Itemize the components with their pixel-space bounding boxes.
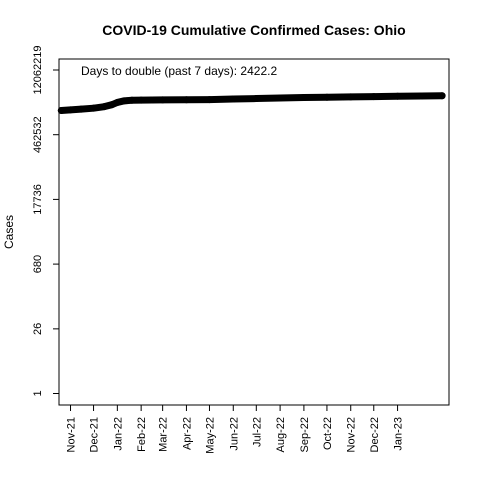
data-point xyxy=(159,96,167,104)
y-tick-label: 17736 xyxy=(32,184,44,215)
x-tick-label: Nov-22 xyxy=(346,417,358,452)
y-tick-label: 680 xyxy=(32,255,44,273)
data-point xyxy=(438,92,446,100)
data-point xyxy=(300,93,308,101)
y-tick-label: 12062219 xyxy=(32,46,44,95)
data-point xyxy=(417,92,425,100)
x-tick-label: Oct-22 xyxy=(322,417,334,450)
data-point xyxy=(323,93,331,101)
data-point xyxy=(57,106,65,114)
data-point xyxy=(108,101,116,109)
data-point xyxy=(137,96,145,104)
plot-frame xyxy=(58,58,450,406)
data-point xyxy=(229,95,237,103)
x-tick-label: Jul-22 xyxy=(251,417,263,447)
data-point xyxy=(205,96,213,104)
data-point xyxy=(67,106,75,114)
x-tick-label: Feb-22 xyxy=(136,417,148,452)
doubling-annotation: Days to double (past 7 days): 2422.2 xyxy=(81,64,277,78)
x-tick-label: Jan-23 xyxy=(393,417,405,451)
x-tick-label: Sep-22 xyxy=(299,417,311,452)
y-axis-title: Cases xyxy=(2,215,16,249)
x-tick-label: Dec-21 xyxy=(89,417,101,452)
x-tick-label: Nov-21 xyxy=(66,417,78,452)
x-axis: Nov-21 Dec-21 Jan-22 Feb-22 Mar-22 Apr-22 May-… xyxy=(66,405,405,454)
data-point xyxy=(394,92,402,100)
x-tick-label: Apr-22 xyxy=(181,417,193,450)
x-tick-label: Dec-22 xyxy=(369,417,381,452)
y-tick-label: 462532 xyxy=(32,116,44,153)
x-tick-label: Jun-22 xyxy=(228,417,240,451)
data-point xyxy=(120,97,128,105)
x-tick-label: May-22 xyxy=(204,417,216,454)
data-point xyxy=(113,98,121,106)
data-point xyxy=(276,94,284,102)
x-tick-label: Aug-22 xyxy=(275,417,287,452)
series-layer xyxy=(57,92,446,114)
x-tick-label: Jan-22 xyxy=(112,417,124,451)
y-tick-label: 1 xyxy=(32,390,44,396)
y-axis: 1 26 680 17736 462532 12062219 xyxy=(32,46,59,397)
data-point xyxy=(128,96,136,104)
data-point xyxy=(347,93,355,101)
data-point xyxy=(90,104,98,112)
data-point xyxy=(252,95,260,103)
chart-title: COVID-19 Cumulative Confirmed Cases: Ohi… xyxy=(102,22,405,38)
data-point xyxy=(370,93,378,101)
data-point xyxy=(100,103,108,111)
data-point xyxy=(182,96,190,104)
y-tick-label: 26 xyxy=(32,323,44,335)
data-point xyxy=(77,105,85,113)
x-tick-label: Mar-22 xyxy=(158,417,170,452)
